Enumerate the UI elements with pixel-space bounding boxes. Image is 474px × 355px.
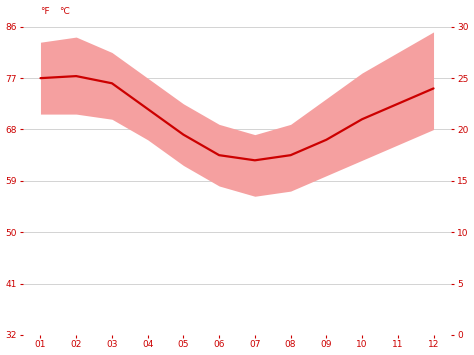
Text: °F: °F [40, 7, 50, 16]
Text: °C: °C [59, 7, 70, 16]
